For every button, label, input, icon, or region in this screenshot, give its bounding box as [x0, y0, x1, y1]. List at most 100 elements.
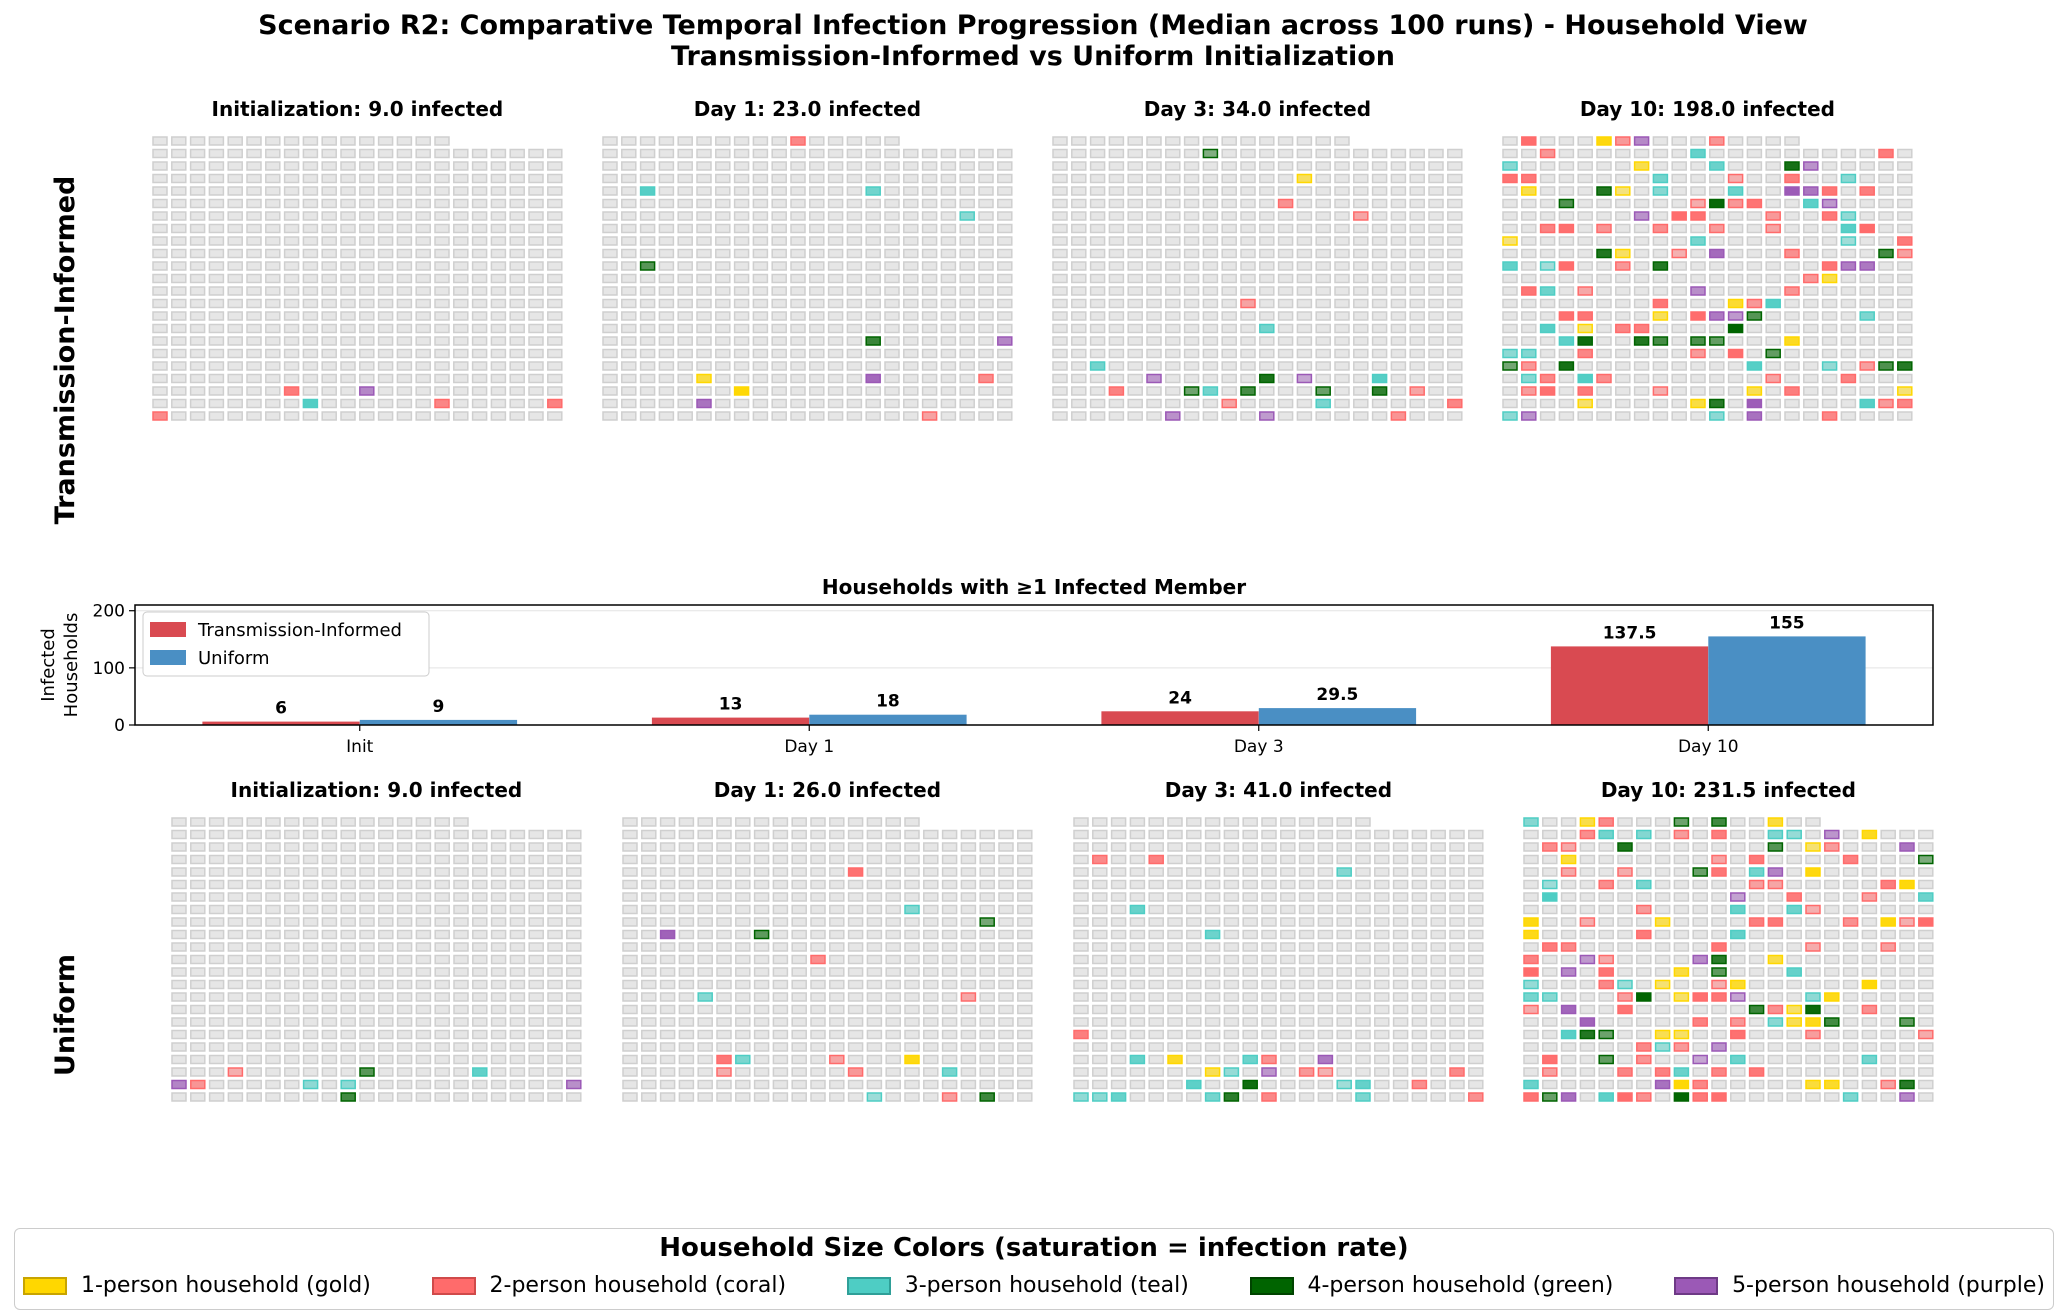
- household-cell: [940, 223, 957, 234]
- household-cell: [1409, 211, 1425, 221]
- household-cell: [602, 311, 618, 321]
- household-cell: [1277, 361, 1294, 371]
- household-cell: [1579, 992, 1596, 1002]
- household-cell: [677, 186, 693, 196]
- household-cell: [1298, 929, 1315, 940]
- household-cell: [658, 361, 675, 371]
- household-cell: [171, 1042, 187, 1052]
- household-cell: [1296, 398, 1313, 409]
- household-cell: [509, 967, 526, 977]
- household-cell: [998, 929, 1014, 940]
- household-cell: [715, 136, 731, 146]
- household-cell: [1261, 979, 1277, 990]
- household-cell: [1654, 1092, 1671, 1102]
- household-cell: [547, 854, 563, 865]
- household-cell: [1468, 1067, 1484, 1077]
- household-cell: [885, 954, 901, 965]
- household-cell: [827, 148, 844, 159]
- household-cell: [959, 236, 975, 246]
- household-cell: [283, 361, 300, 371]
- household-cell-infected: [1654, 1067, 1671, 1077]
- household-cell: [1897, 286, 1913, 296]
- household-cell-infected: [1542, 992, 1558, 1002]
- household-cell: [753, 1054, 770, 1065]
- household-cell: [566, 854, 582, 865]
- household-cell: [1336, 1004, 1352, 1015]
- household-cell: [904, 879, 920, 890]
- household-cell: [1449, 829, 1465, 840]
- household-cell: [547, 954, 563, 965]
- household-cell: [1317, 867, 1334, 877]
- household-cell: [415, 929, 432, 940]
- household-cell: [1204, 867, 1221, 877]
- household-cell: [152, 186, 168, 196]
- household-cell: [1017, 892, 1033, 902]
- household-cell: [1148, 992, 1164, 1002]
- household-cell: [639, 248, 656, 259]
- household-cell: [1129, 829, 1146, 840]
- household-cell: [997, 411, 1013, 421]
- household-cell-infected: [1899, 879, 1915, 890]
- household-cell: [208, 929, 225, 940]
- household-cell-infected: [735, 1054, 751, 1065]
- household-cell: [490, 1004, 507, 1015]
- household-cell: [302, 1042, 319, 1052]
- household-cell: [490, 979, 507, 990]
- household-cell: [1617, 1017, 1633, 1027]
- household-cell: [1784, 273, 1800, 284]
- household-cell: [208, 1004, 225, 1015]
- household-cell: [1167, 1017, 1183, 1027]
- household-cell: [1127, 411, 1143, 421]
- household-cell: [415, 1017, 432, 1027]
- household-cell: [190, 979, 206, 990]
- household-cell: [659, 854, 676, 865]
- household-cell: [227, 323, 243, 334]
- household-cell: [771, 323, 787, 334]
- household-cell: [923, 1004, 939, 1015]
- household-cell: [940, 261, 957, 271]
- household-cell: [1633, 348, 1650, 359]
- household-cell: [622, 917, 638, 927]
- household-cell: [528, 1092, 544, 1102]
- bar-value-label: 24: [1168, 688, 1192, 708]
- household-cell: [302, 892, 319, 902]
- household-cell: [490, 161, 507, 171]
- household-cell: [847, 1079, 864, 1090]
- household-cell: [189, 261, 206, 271]
- household-cell: [1502, 186, 1518, 196]
- household-cell: [415, 148, 431, 159]
- household-cell-infected: [1805, 904, 1821, 915]
- household-cell: [1355, 992, 1371, 1002]
- household-cell: [1371, 398, 1388, 409]
- household-cell-infected: [1711, 817, 1727, 827]
- household-cell-infected: [790, 136, 806, 146]
- household-cell: [753, 904, 770, 915]
- household-cell: [772, 929, 789, 940]
- household-cell: [1765, 411, 1781, 421]
- household-cell: [547, 148, 563, 159]
- household-cell: [359, 298, 375, 309]
- household-cell: [1468, 867, 1484, 877]
- household-cell: [284, 1054, 300, 1065]
- household-cell: [997, 323, 1013, 334]
- household-cell: [265, 879, 281, 890]
- household-cell: [997, 398, 1013, 409]
- household-cell: [246, 929, 262, 940]
- household-cell: [1296, 198, 1313, 209]
- household-cell: [1711, 929, 1727, 940]
- household-cell-infected: [1709, 198, 1725, 209]
- household-cell: [846, 311, 863, 321]
- household-cell: [790, 186, 806, 196]
- household-cell: [846, 186, 863, 196]
- household-cell-infected: [979, 1092, 995, 1102]
- household-cell: [735, 992, 751, 1002]
- household-cell: [696, 336, 712, 346]
- household-cell: [1897, 298, 1913, 309]
- household-cell: [1918, 867, 1934, 877]
- household-cell: [1539, 186, 1556, 196]
- household-cell: [208, 373, 225, 384]
- household-cell: [978, 286, 994, 296]
- household-cell: [921, 261, 938, 271]
- household-cell: [1202, 373, 1219, 384]
- household-cell: [810, 892, 826, 902]
